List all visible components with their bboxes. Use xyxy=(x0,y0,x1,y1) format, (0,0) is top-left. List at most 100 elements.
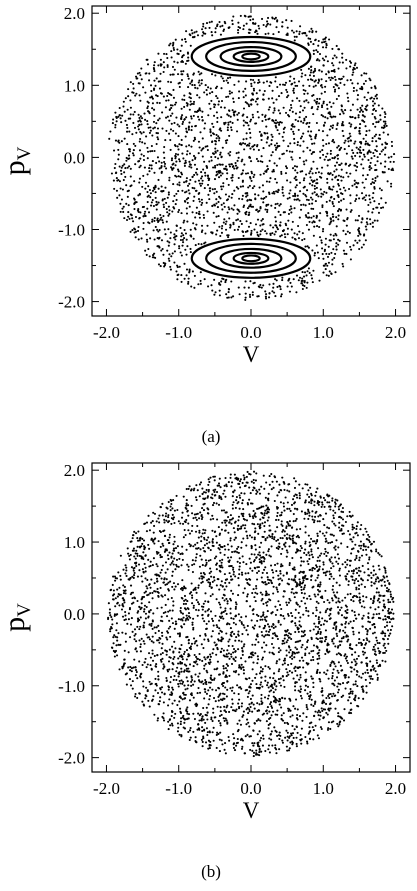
scatter-point xyxy=(238,613,240,615)
scatter-point xyxy=(162,663,164,665)
scatter-point xyxy=(166,208,168,210)
scatter-point xyxy=(179,160,181,162)
scatter-point xyxy=(325,673,327,675)
scatter-point xyxy=(331,201,333,203)
scatter-point xyxy=(307,101,309,103)
scatter-point xyxy=(324,653,326,655)
scatter-point xyxy=(311,203,313,205)
scatter-point xyxy=(277,189,279,191)
scatter-point xyxy=(318,590,320,592)
scatter-point xyxy=(223,202,225,204)
scatter-point xyxy=(334,505,336,507)
scatter-point xyxy=(347,584,349,586)
scatter-point xyxy=(172,66,174,68)
scatter-point xyxy=(185,135,187,137)
scatter-point xyxy=(285,649,287,651)
scatter-point xyxy=(367,616,369,618)
scatter-point xyxy=(200,280,202,282)
scatter-point xyxy=(372,632,374,634)
scatter-point xyxy=(178,675,180,677)
scatter-point xyxy=(327,599,329,601)
scatter-point xyxy=(249,120,251,122)
scatter-point xyxy=(236,152,238,154)
scatter-point xyxy=(196,499,198,501)
scatter-point xyxy=(254,530,256,532)
scatter-point xyxy=(325,143,327,145)
scatter-point xyxy=(240,186,242,188)
scatter-point xyxy=(202,617,204,619)
scatter-point xyxy=(161,171,163,173)
scatter-point xyxy=(157,237,159,239)
scatter-point xyxy=(123,171,125,173)
scatter-point xyxy=(273,627,275,629)
scatter-point xyxy=(160,653,162,655)
scatter-point xyxy=(337,158,339,160)
scatter-point xyxy=(188,144,190,146)
scatter-point xyxy=(259,518,261,520)
scatter-point xyxy=(344,189,346,191)
scatter-point xyxy=(279,112,281,114)
scatter-point xyxy=(340,210,342,212)
scatter-point xyxy=(188,278,190,280)
scatter-point xyxy=(143,113,145,115)
scatter-point xyxy=(163,71,165,73)
scatter-point xyxy=(170,115,172,117)
scatter-point xyxy=(349,194,351,196)
scatter-point xyxy=(350,140,352,142)
scatter-point xyxy=(242,91,244,93)
scatter-point xyxy=(232,651,234,653)
scatter-point xyxy=(147,248,149,250)
scatter-point xyxy=(235,601,237,603)
scatter-point xyxy=(175,133,177,135)
scatter-point xyxy=(276,19,278,21)
scatter-point xyxy=(358,585,360,587)
scatter-point xyxy=(309,730,311,732)
scatter-point xyxy=(128,131,130,133)
scatter-point xyxy=(170,499,172,501)
scatter-point xyxy=(287,501,289,503)
scatter-point xyxy=(181,144,183,146)
scatter-point xyxy=(146,633,148,635)
scatter-point xyxy=(282,186,284,188)
scatter-point xyxy=(254,567,256,569)
scatter-point xyxy=(247,503,249,505)
scatter-point xyxy=(146,191,148,193)
scatter-point xyxy=(147,157,149,159)
scatter-point xyxy=(299,676,301,678)
scatter-point xyxy=(178,247,180,249)
scatter-point xyxy=(264,208,266,210)
scatter-point xyxy=(347,699,349,701)
scatter-point xyxy=(222,597,224,599)
scatter-point xyxy=(365,226,367,228)
scatter-point xyxy=(381,189,383,191)
scatter-point xyxy=(382,171,384,173)
scatter-point xyxy=(237,648,239,650)
scatter-point xyxy=(260,700,262,702)
scatter-point xyxy=(334,271,336,273)
scatter-point xyxy=(363,233,365,235)
scatter-point xyxy=(138,117,140,119)
scatter-point xyxy=(197,676,199,678)
scatter-point xyxy=(371,140,373,142)
scatter-point xyxy=(343,719,345,721)
scatter-point xyxy=(243,96,245,98)
scatter-point xyxy=(235,745,237,747)
scatter-point xyxy=(305,525,307,527)
scatter-point xyxy=(237,29,239,31)
scatter-point xyxy=(175,270,177,272)
scatter-point xyxy=(179,176,181,178)
scatter-point xyxy=(169,266,171,268)
scatter-point xyxy=(374,87,376,89)
scatter-point xyxy=(173,73,175,75)
scatter-point xyxy=(301,277,303,279)
scatter-point xyxy=(154,632,156,634)
scatter-point xyxy=(369,79,371,81)
scatter-point xyxy=(163,66,165,68)
scatter-point xyxy=(179,266,181,268)
scatter-point xyxy=(220,724,222,726)
scatter-point xyxy=(281,234,283,236)
scatter-point xyxy=(224,281,226,283)
scatter-point xyxy=(225,122,227,124)
scatter-point xyxy=(360,109,362,111)
scatter-point xyxy=(290,107,292,109)
